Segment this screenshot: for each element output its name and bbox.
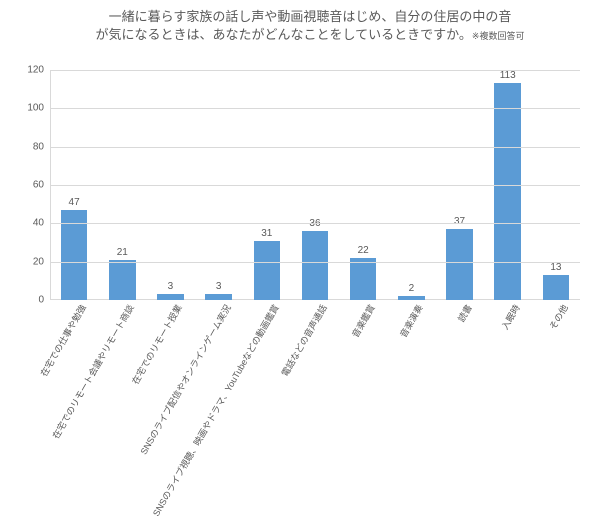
category-label: 読書 [451,300,475,324]
gridline [50,70,580,71]
category-label: 入眠時 [494,300,522,332]
category-label: その他 [542,300,570,332]
category-label: 音楽鑑賞 [345,300,378,340]
category-label: SNSのライブ配信やオンラインゲーム実況 [133,300,233,457]
bar-value-label: 113 [500,70,516,83]
bar: 13 [543,275,570,300]
bar: 22 [350,258,377,300]
bar-value-label: 36 [309,218,320,231]
chart-title-line2-text: が気になるときは、あなたがどんなことをしているときですか。 [96,27,472,42]
y-tick-label: 40 [33,218,50,229]
bar-value-label: 13 [550,262,561,275]
category-label: 在宅での仕事や勉強 [34,300,89,379]
gridline [50,108,580,109]
gridline [50,262,580,263]
chart-title: 一緒に暮らす家族の話し声や動画視聴音はじめ、自分の住居の中の音 が気になるときは… [40,8,580,43]
gridline [50,185,580,186]
bar-chart: 一緒に暮らす家族の話し声や動画視聴音はじめ、自分の住居の中の音 が気になるときは… [0,0,600,520]
category-label: 電話などの音声通話 [274,300,329,379]
gridline [50,223,580,224]
bar-value-label: 31 [261,228,272,241]
bar-value-label: 2 [409,283,415,296]
y-tick-label: 120 [27,65,50,76]
category-label: 音楽演奏 [393,300,426,340]
y-tick-label: 100 [27,103,50,114]
bar: 3 [157,294,184,300]
y-tick-label: 80 [33,141,50,152]
bar-value-label: 3 [168,281,174,294]
category-label: 在宅でのリモート会議やリモート商談 [46,300,137,441]
bar-value-label: 47 [69,197,80,210]
bar: 36 [302,231,329,300]
bar: 113 [494,83,521,300]
y-tick-label: 20 [33,256,50,267]
bar: 21 [109,260,136,300]
bar-value-label: 21 [117,247,128,260]
gridline [50,147,580,148]
bar-value-label: 3 [216,281,222,294]
bar-value-label: 22 [358,245,369,258]
chart-title-line1: 一緒に暮らす家族の話し声や動画視聴音はじめ、自分の住居の中の音 [40,8,580,26]
plot-area: 47在宅での仕事や勉強21在宅でのリモート会議やリモート商談3在宅でのリモート授… [50,70,580,300]
bar: 31 [254,241,281,300]
chart-title-note: ※複数回答可 [472,31,525,41]
chart-title-line2: が気になるときは、あなたがどんなことをしているときですか。※複数回答可 [40,26,580,44]
bar: 37 [446,229,473,300]
y-tick-label: 0 [38,295,50,306]
y-tick-label: 60 [33,180,50,191]
